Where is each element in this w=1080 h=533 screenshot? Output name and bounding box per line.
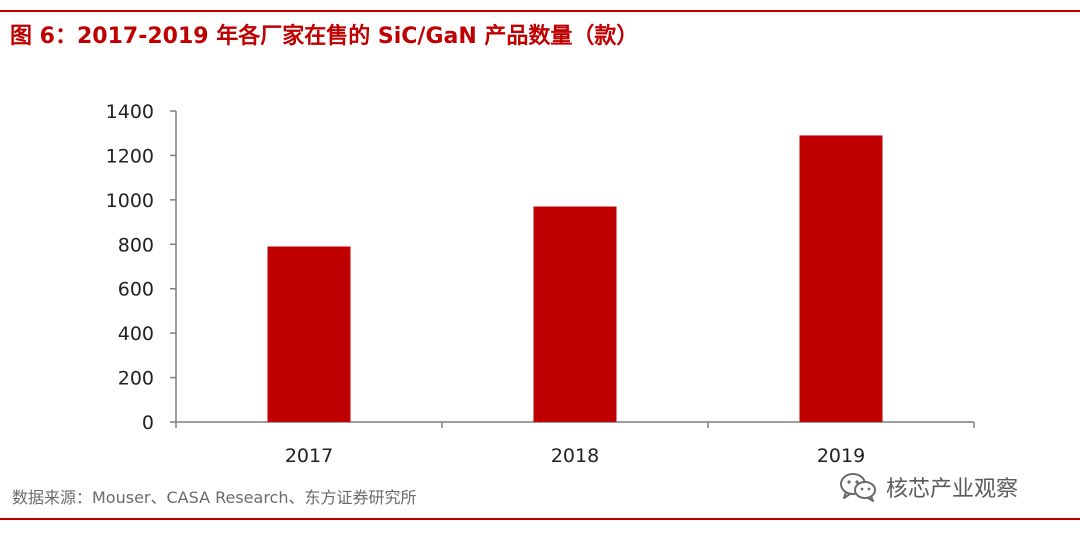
x-axis: 2017 2018 2019	[175, 421, 975, 467]
bottom-divider	[0, 518, 1080, 520]
y-tick-label: 1400	[106, 101, 154, 123]
y-tick-label: 600	[118, 279, 154, 301]
watermark: 核芯产业观察	[838, 470, 1018, 504]
bar-2017	[267, 246, 351, 422]
x-tick-label: 2019	[817, 445, 865, 467]
y-tick-label: 1000	[106, 190, 154, 212]
y-tick-label: 800	[118, 234, 154, 256]
y-tick-label: 1200	[106, 145, 154, 167]
x-tick-label: 2018	[551, 445, 599, 467]
y-tick-label: 400	[118, 323, 154, 345]
bar-2018	[533, 206, 617, 422]
watermark-text: 核芯产业观察	[886, 477, 1019, 502]
top-divider	[0, 10, 1080, 12]
y-tick-label: 0	[142, 412, 154, 434]
y-tick-label: 200	[118, 368, 154, 390]
y-axis: 0 200 400 600 800 1000 1200 1400	[106, 101, 177, 434]
bar-2019	[799, 135, 883, 422]
figure-title: 图 6：2017-2019 年各厂家在售的 SiC/GaN 产品数量（款）	[10, 24, 639, 49]
bar-series	[267, 135, 883, 422]
wechat-icon	[840, 473, 876, 502]
x-tick-label: 2017	[285, 445, 333, 467]
source-note: 数据来源：Mouser、CASA Research、东方证券研究所	[12, 488, 417, 507]
